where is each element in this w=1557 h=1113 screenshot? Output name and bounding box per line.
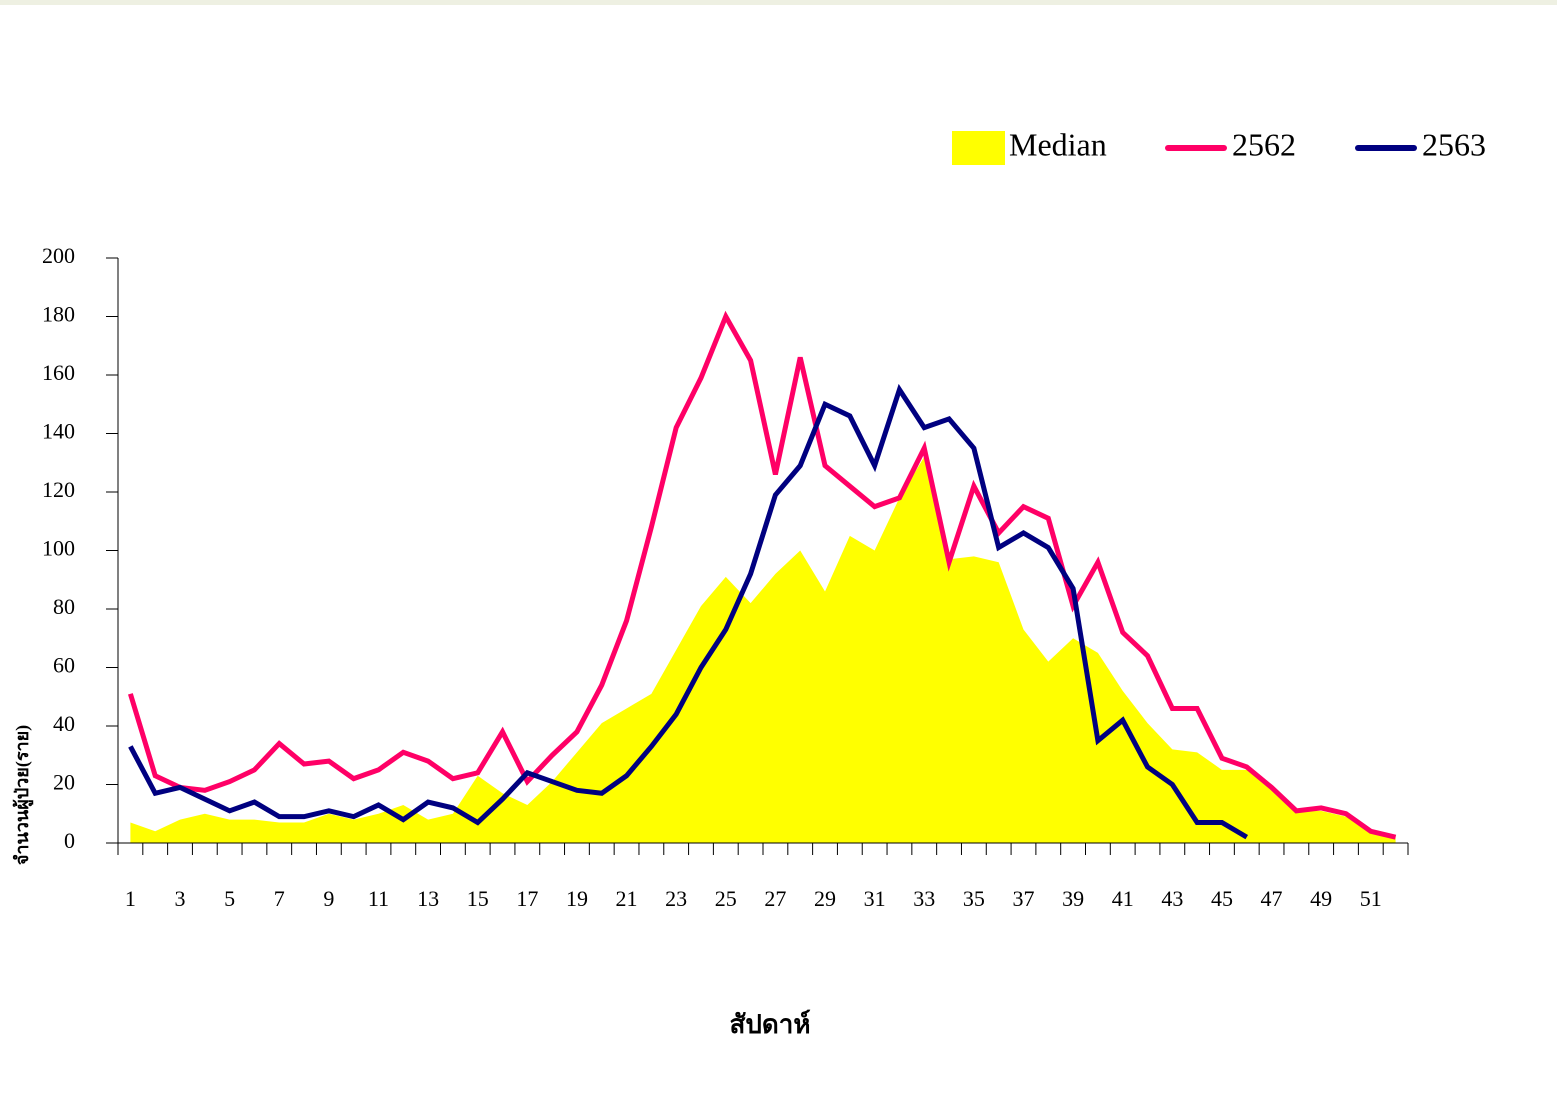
- top-strip: [0, 0, 1557, 5]
- x-tick-label: 5: [224, 886, 235, 911]
- y-tick-label: 60: [53, 653, 75, 678]
- x-tick-label: 19: [566, 886, 588, 911]
- x-tick-label: 49: [1310, 886, 1332, 911]
- line-2562: [128, 310, 1397, 840]
- y-tick-label: 140: [42, 419, 75, 444]
- x-tick-label: 45: [1211, 886, 1233, 911]
- x-axis-title: สัปดาห์: [730, 1009, 811, 1039]
- x-tick-label: 31: [864, 886, 886, 911]
- x-tick-label: 51: [1360, 886, 1382, 911]
- y-tick-label: 40: [53, 711, 75, 736]
- x-tick-label: 37: [1012, 886, 1034, 911]
- y-tick-label: 160: [42, 360, 75, 385]
- y-tick-label: 80: [53, 594, 75, 619]
- x-tick-label: 3: [175, 886, 186, 911]
- x-tick-label: 17: [516, 886, 538, 911]
- legend-label: 2562: [1232, 126, 1296, 162]
- line-2563: [128, 383, 1249, 840]
- x-tick-label: 25: [715, 886, 737, 911]
- x-tick-label: 41: [1112, 886, 1134, 911]
- y-tick-label: 100: [42, 536, 75, 561]
- x-tick-label: 9: [323, 886, 334, 911]
- legend-label: 2563: [1422, 126, 1486, 162]
- legend-swatch: [952, 131, 1005, 165]
- y-axis-title: จำนวนผู้ป่วย(ราย): [12, 725, 34, 865]
- x-tick-label: 13: [417, 886, 439, 911]
- x-tick-label: 35: [963, 886, 985, 911]
- y-tick-label: 200: [42, 243, 75, 268]
- x-tick-label: 47: [1261, 886, 1283, 911]
- x-tick-label: 7: [274, 886, 285, 911]
- x-tick-label: 33: [913, 886, 935, 911]
- x-tick-label: 15: [467, 886, 489, 911]
- x-tick-label: 29: [814, 886, 836, 911]
- x-tick-label: 43: [1161, 886, 1183, 911]
- x-tick-label: 39: [1062, 886, 1084, 911]
- legend-label: Median: [1009, 126, 1107, 162]
- y-tick-label: 20: [53, 770, 75, 795]
- y-tick-label: 0: [64, 828, 75, 853]
- x-tick-label: 1: [125, 886, 136, 911]
- y-tick-label: 120: [42, 477, 75, 502]
- median-area: [130, 456, 1396, 843]
- x-tick-label: 27: [764, 886, 786, 911]
- x-tick-label: 11: [368, 886, 389, 911]
- y-tick-label: 180: [42, 302, 75, 327]
- x-tick-label: 21: [616, 886, 638, 911]
- x-tick-label: 23: [665, 886, 687, 911]
